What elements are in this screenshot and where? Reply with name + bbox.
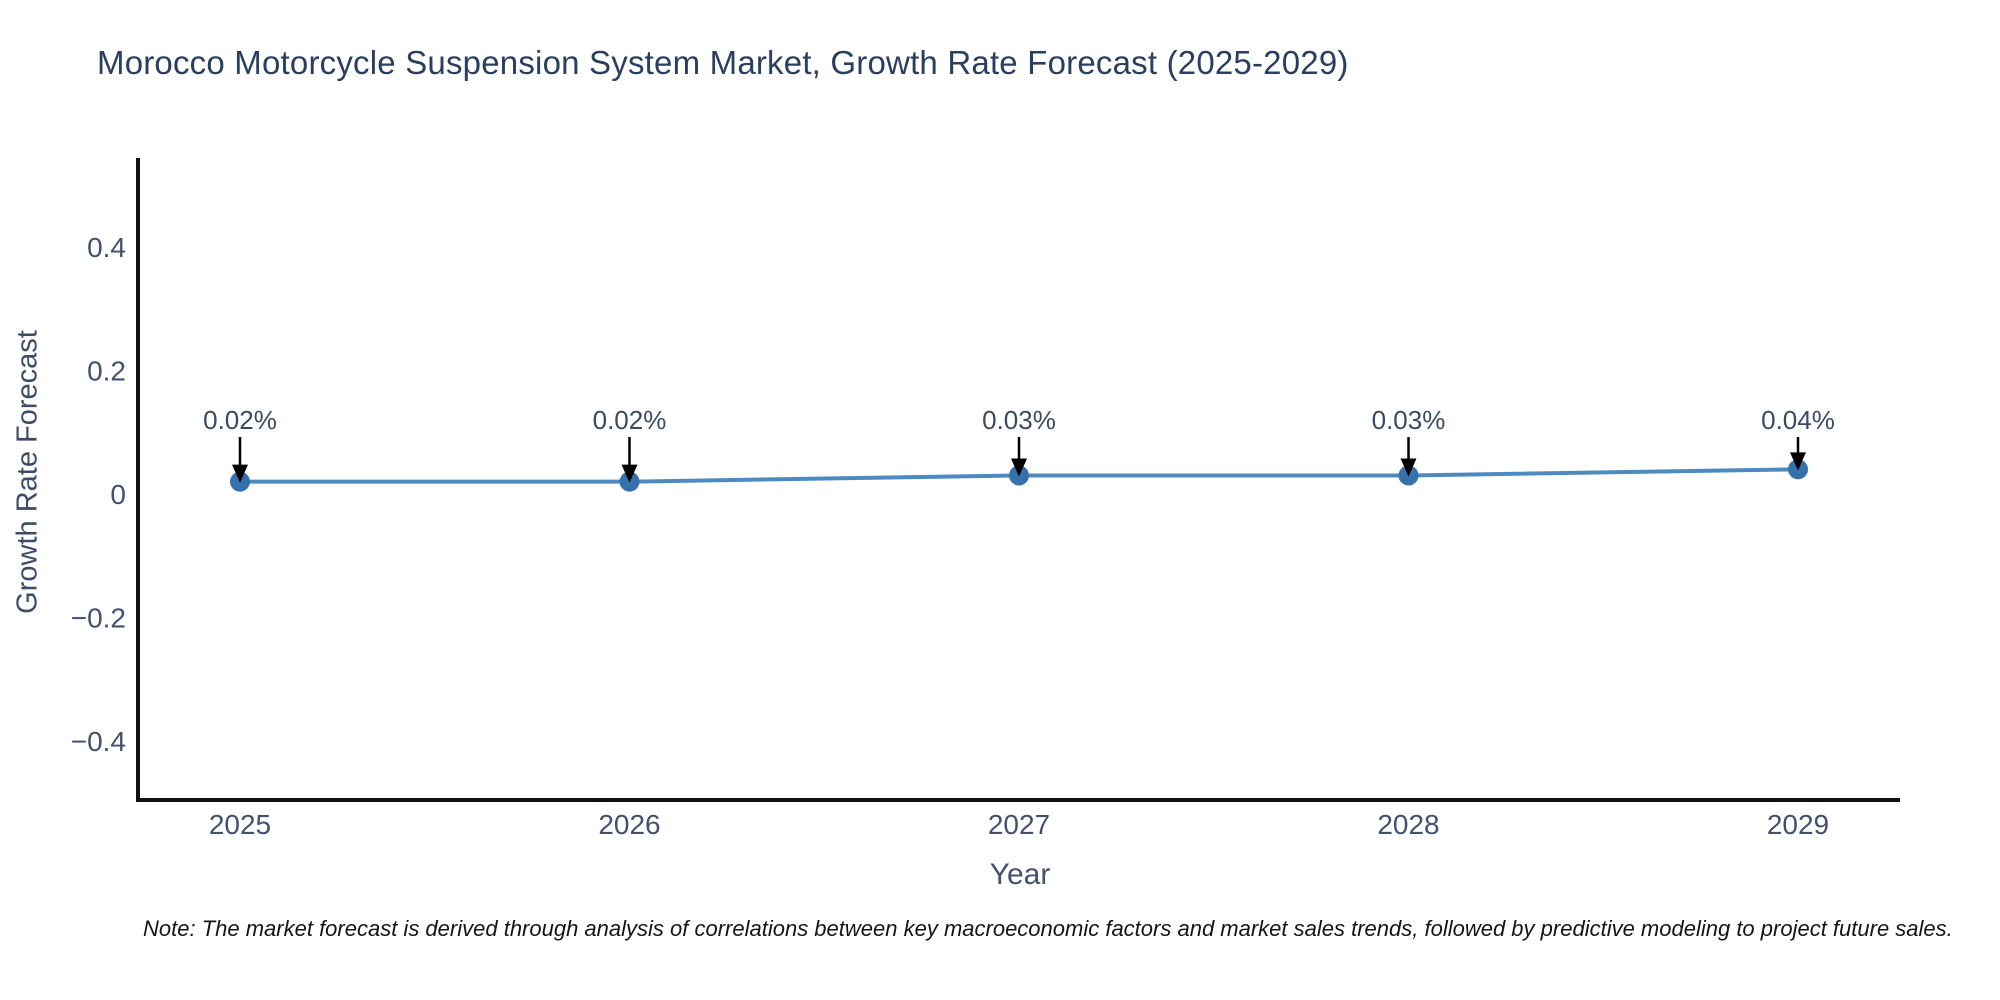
footnote: Note: The market forecast is derived thr… (143, 916, 1953, 941)
y-tick-label: 0 (110, 479, 126, 510)
chart-title: Morocco Motorcycle Suspension System Mar… (97, 44, 1349, 81)
x-tick-label: 2025 (209, 809, 271, 840)
y-tick-label: 0.4 (87, 232, 126, 263)
y-tick-label: −0.4 (71, 726, 126, 757)
x-tick-label: 2029 (1767, 809, 1829, 840)
annotation-label: 0.04% (1761, 405, 1835, 435)
annotation-label: 0.03% (982, 405, 1056, 435)
annotation-label: 0.03% (1372, 405, 1446, 435)
y-tick-label: −0.2 (71, 602, 126, 633)
x-tick-label: 2026 (598, 809, 660, 840)
annotation-label: 0.02% (203, 405, 277, 435)
x-tick-label: 2027 (988, 809, 1050, 840)
y-tick-label: 0.2 (87, 356, 126, 387)
annotation-label: 0.02% (593, 405, 667, 435)
annotation-arrow-head (621, 464, 638, 483)
x-axis-spine (136, 798, 1900, 802)
annotation-arrow-head (1400, 458, 1417, 477)
x-tick-label: 2028 (1377, 809, 1439, 840)
annotation-arrow-head (1790, 452, 1806, 471)
y-axis-spine (136, 158, 140, 802)
annotation-arrow-head (1011, 458, 1027, 477)
x-axis-title: Year (989, 858, 1051, 891)
annotation-arrow-head (232, 464, 248, 483)
